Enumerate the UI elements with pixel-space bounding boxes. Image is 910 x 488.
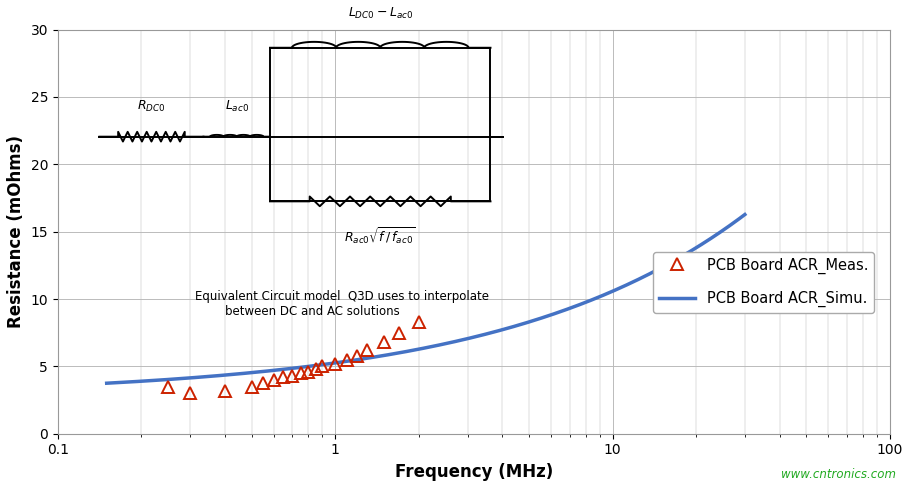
Text: $R_{ac0}\sqrt{f\,/\,f_{ac0}}$: $R_{ac0}\sqrt{f\,/\,f_{ac0}}$ bbox=[345, 225, 416, 246]
Y-axis label: Resistance (mOhms): Resistance (mOhms) bbox=[7, 135, 25, 328]
Text: $R_{DC0}$: $R_{DC0}$ bbox=[137, 100, 166, 115]
Text: www.cntronics.com: www.cntronics.com bbox=[782, 468, 896, 481]
Text: Equivalent Circuit model  Q3D uses to interpolate
        between DC and AC solu: Equivalent Circuit model Q3D uses to int… bbox=[195, 290, 490, 318]
Text: $L_{DC0}-L_{ac0}$: $L_{DC0}-L_{ac0}$ bbox=[348, 6, 413, 21]
Legend: PCB Board ACR_Meas., PCB Board ACR_Simu.: PCB Board ACR_Meas., PCB Board ACR_Simu. bbox=[653, 252, 875, 313]
X-axis label: Frequency (MHz): Frequency (MHz) bbox=[395, 463, 553, 481]
Text: $L_{ac0}$: $L_{ac0}$ bbox=[225, 100, 248, 115]
